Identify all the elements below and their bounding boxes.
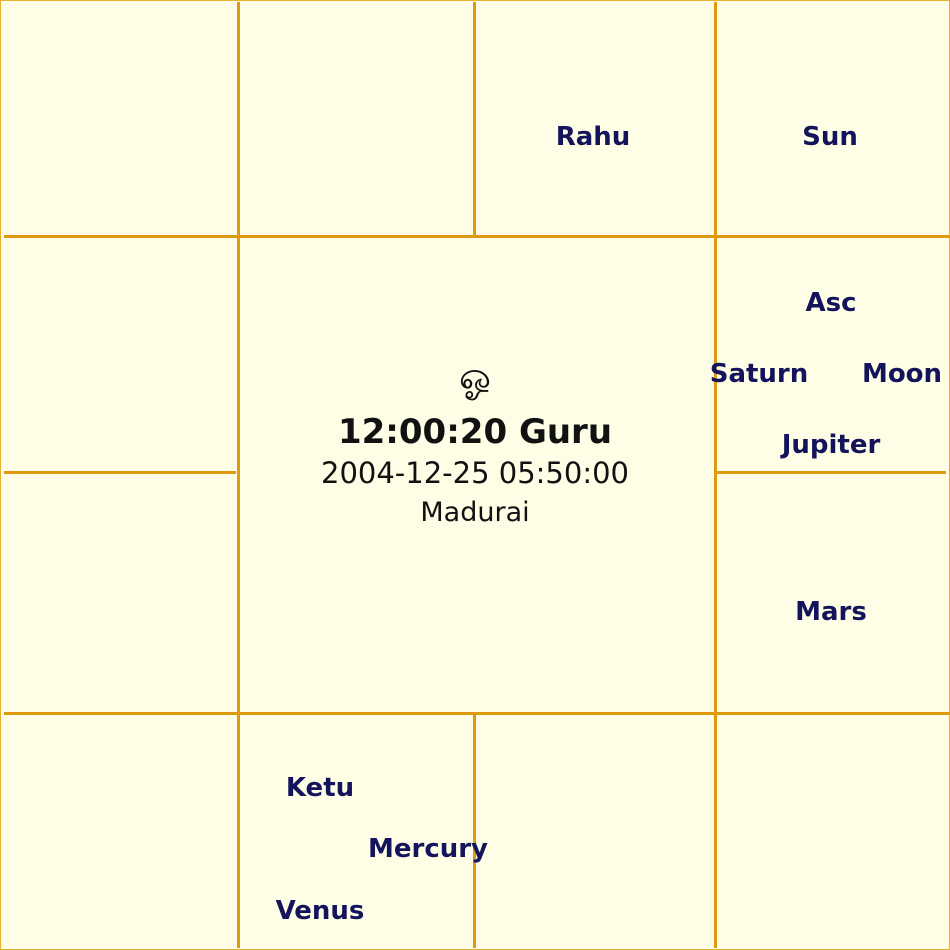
om-symbol: ஓ (459, 354, 491, 398)
grid-line (4, 471, 236, 474)
grid-line (473, 2, 476, 236)
grid-line (4, 712, 950, 715)
planet-mars: Mars (795, 597, 867, 627)
planet-rahu: Rahu (555, 122, 631, 152)
grid-line (4, 235, 950, 238)
planet-ketu: Ketu (285, 773, 355, 803)
planet-venus: Venus (275, 896, 365, 926)
planet-moon: Moon (861, 359, 943, 389)
grid-line (714, 2, 717, 948)
planet-jupiter: Jupiter (781, 430, 881, 460)
chart-place: Madurai (420, 497, 530, 528)
planet-mercury: Mercury (367, 834, 489, 864)
grid-line (716, 471, 946, 474)
planet-asc: Asc (805, 288, 857, 318)
grid-line (473, 714, 476, 948)
planet-sun: Sun (802, 122, 858, 152)
planet-saturn: Saturn (709, 359, 809, 389)
grid-line (237, 2, 240, 948)
chart-time-label: 12:00:20 Guru (337, 412, 613, 452)
chart-datetime: 2004-12-25 05:50:00 (321, 456, 629, 490)
